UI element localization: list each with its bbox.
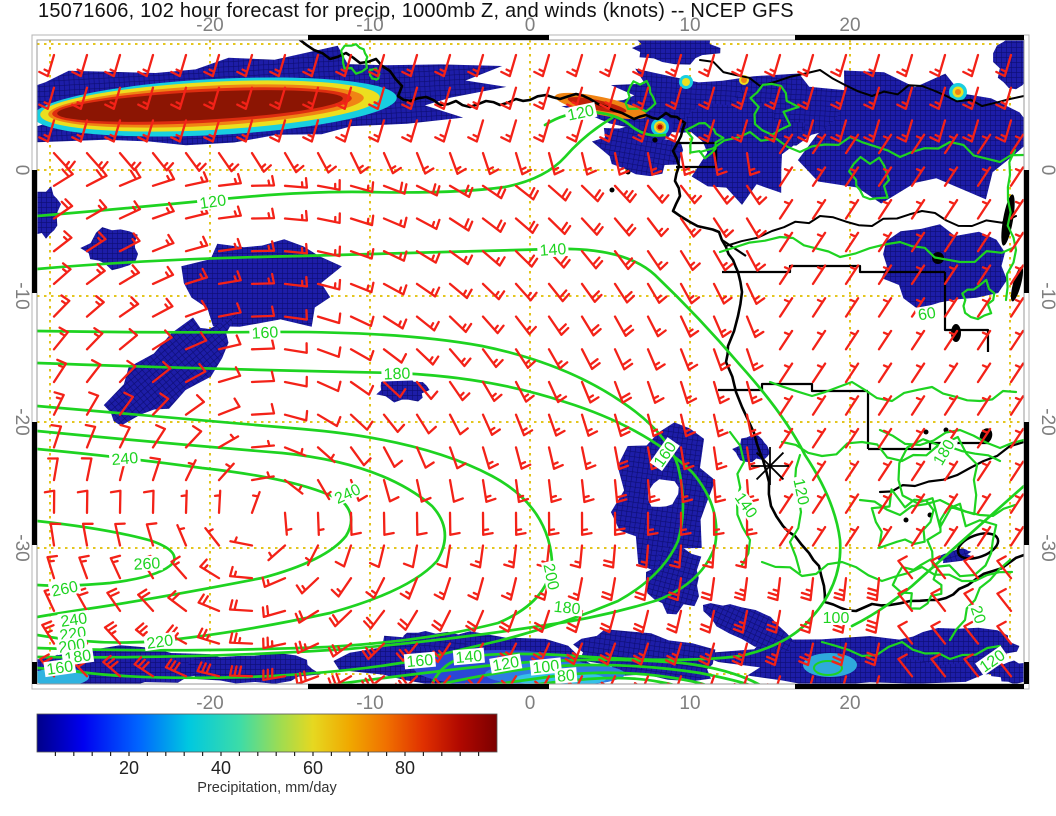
svg-text:240: 240 — [111, 450, 139, 469]
contour-label: 140 — [731, 488, 762, 523]
map-zebra-frame — [31, 34, 1030, 690]
x-axis-tick-bottom: 20 — [839, 693, 860, 714]
svg-text:80: 80 — [556, 667, 575, 685]
x-axis-tick-top: 0 — [525, 15, 536, 36]
contour-label: 160 — [43, 657, 77, 679]
svg-text:220: 220 — [146, 632, 175, 653]
contour-label: 80 — [554, 667, 578, 685]
svg-text:120: 120 — [566, 102, 596, 124]
svg-text:140: 140 — [455, 648, 483, 667]
contour-label: 260 — [131, 555, 163, 574]
contour-label: 220 — [143, 631, 177, 653]
x-axis-tick-top: 10 — [679, 15, 700, 36]
contour-label: 160 — [403, 651, 436, 671]
y-axis-tick-left: -20 — [11, 408, 32, 435]
svg-text:160: 160 — [251, 324, 279, 342]
x-axis-tick-bottom: 0 — [525, 693, 536, 714]
y-axis-tick-left: -10 — [11, 282, 32, 309]
y-axis-tick-right: -30 — [1037, 534, 1056, 561]
contour-label: 160 — [249, 324, 281, 343]
svg-text:100: 100 — [823, 610, 850, 627]
contour-label: 180 — [381, 365, 413, 383]
colorbar-axis-label: Precipitation, mm/day — [197, 780, 337, 796]
precipitation-shading-layer — [37, 40, 1024, 684]
map-area: 1201401601802402402602202602402202001801… — [37, 40, 1024, 685]
svg-text:140: 140 — [539, 241, 567, 260]
svg-text:180: 180 — [383, 366, 410, 384]
svg-text:200: 200 — [539, 562, 561, 592]
station-asterisk-marker — [751, 447, 789, 485]
colorbar-tick-label: 20 — [119, 758, 139, 778]
contour-label: 260 — [47, 577, 82, 601]
y-axis-tick-right: -20 — [1037, 408, 1056, 435]
x-axis-tick-top: -20 — [196, 15, 223, 36]
contour-label: 120 — [196, 191, 230, 213]
contour-label: 120 — [563, 101, 598, 125]
contour-label: 180 — [550, 598, 584, 619]
svg-text:100: 100 — [532, 658, 560, 678]
svg-text:120: 120 — [491, 654, 520, 675]
contour-label: 20 — [967, 601, 989, 628]
precipitation-colorbar: 20 40 60 80 Precipitation, mm/day — [36, 713, 498, 796]
svg-text:60: 60 — [917, 305, 938, 325]
svg-text:120: 120 — [789, 477, 811, 507]
contour-label: 140 — [536, 240, 569, 260]
x-axis-tick-bottom: -10 — [356, 693, 383, 714]
svg-text:120: 120 — [199, 192, 228, 213]
x-axis-tick-top: 20 — [839, 15, 860, 36]
contour-label: 140 — [452, 647, 485, 667]
contour-labels-layer: 1201401601802402402602202602402202001801… — [43, 101, 1010, 685]
svg-text:260: 260 — [50, 578, 80, 600]
x-axis-tick-top: -10 — [356, 15, 383, 36]
contour-label: 240 — [330, 480, 365, 508]
contour-label: 120 — [489, 653, 523, 675]
y-axis-tick-left: 0 — [11, 165, 32, 176]
contour-label: 240 — [108, 449, 141, 469]
contour-label: 100 — [820, 610, 852, 627]
x-axis-tick-bottom: 10 — [679, 693, 700, 714]
y-axis-tick-right: 0 — [1037, 165, 1056, 176]
contour-label: 200 — [539, 559, 563, 594]
contour-label: 100 — [529, 657, 563, 678]
svg-text:180: 180 — [553, 599, 581, 619]
plot-title: 15071606, 102 hour forecast for precip, … — [38, 0, 794, 22]
svg-text:260: 260 — [133, 555, 161, 573]
colorbar-tick-label: 40 — [211, 758, 231, 778]
svg-text:20: 20 — [967, 604, 989, 626]
contour-label: 60 — [914, 304, 939, 325]
svg-text:160: 160 — [406, 652, 434, 671]
svg-text:160: 160 — [46, 658, 75, 679]
y-axis-tick-right: -10 — [1037, 282, 1056, 309]
colorbar-tick-label: 80 — [395, 758, 415, 778]
x-axis-tick-bottom: -20 — [196, 693, 223, 714]
wind-barbs-layer — [38, 53, 1024, 684]
y-axis-tick-left: -30 — [11, 534, 32, 561]
colorbar-tick-label: 60 — [303, 758, 323, 778]
contour-label: 120 — [789, 474, 813, 509]
